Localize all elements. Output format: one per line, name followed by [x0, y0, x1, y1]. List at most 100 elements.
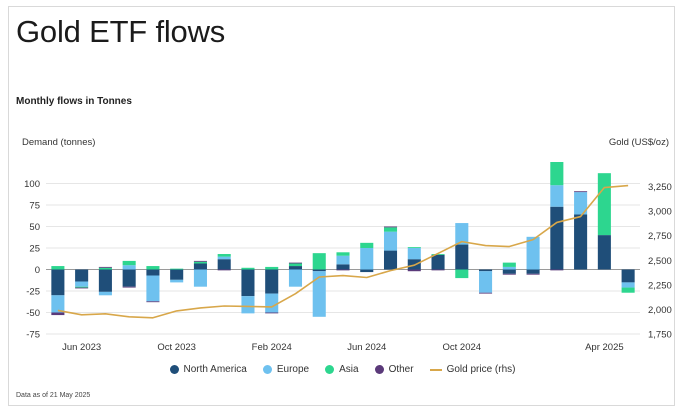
bar-other	[479, 292, 493, 294]
bar-asia	[288, 263, 303, 267]
legend-label: Other	[388, 364, 414, 375]
bar-asia	[360, 242, 374, 248]
y-tick-label: 25	[29, 244, 40, 255]
bar-asia	[597, 173, 611, 236]
bar-asia	[265, 266, 279, 270]
bar-other	[502, 273, 516, 275]
legend-dot-swatch	[325, 365, 335, 374]
bar-asia	[431, 254, 445, 255]
bar-europe	[170, 279, 184, 283]
bar-asia	[98, 267, 112, 270]
y-tick-label: 50	[29, 222, 40, 233]
bar-other	[526, 273, 540, 275]
bar-europe	[312, 271, 326, 317]
bar-north-america	[146, 269, 160, 276]
legend-item: North America	[169, 364, 247, 375]
bar-europe	[122, 265, 136, 270]
y-tick-label: -25	[26, 287, 40, 298]
footnote: Data as of 21 May 2025	[16, 392, 91, 399]
bar-other	[193, 260, 207, 262]
bar-asia	[146, 266, 160, 270]
bar-europe	[98, 291, 112, 296]
bar-asia	[502, 262, 516, 267]
chart-card	[8, 6, 675, 406]
bar-asia	[455, 269, 469, 279]
bar-asia	[550, 162, 564, 186]
bar-other	[217, 269, 231, 271]
bar-other	[265, 312, 279, 314]
y-tick-label: -50	[26, 308, 40, 319]
bar-north-america	[597, 235, 611, 270]
bar-asia	[193, 261, 207, 264]
bar-asia	[383, 227, 398, 232]
bar-europe	[455, 223, 469, 245]
x-tick-label: Feb 2024	[252, 342, 292, 353]
bar-other	[431, 269, 445, 271]
x-tick-label: Oct 2024	[443, 342, 482, 353]
bar-north-america	[288, 266, 303, 270]
y-tick-label: 100	[24, 179, 40, 190]
bar-north-america	[455, 244, 469, 270]
bar-north-america	[170, 269, 184, 280]
legend-label: Asia	[339, 364, 359, 375]
bar-other	[51, 312, 65, 316]
legend-dot-swatch	[374, 365, 384, 374]
bar-asia	[75, 286, 89, 288]
bar-other	[383, 226, 398, 228]
bar-north-america	[75, 269, 89, 282]
y2-tick-label: 1,750	[648, 330, 672, 341]
y-tick-label: -75	[26, 330, 40, 341]
bar-north-america	[241, 269, 255, 297]
bar-europe	[146, 275, 160, 302]
bar-north-america	[502, 269, 516, 274]
bar-europe	[407, 248, 421, 260]
bar-asia	[170, 268, 184, 270]
y2-tick-label: 2,500	[648, 256, 672, 267]
bar-europe	[75, 281, 89, 287]
bar-north-america	[217, 259, 231, 270]
bar-north-america	[98, 269, 112, 292]
bar-europe	[360, 248, 374, 270]
legend-item: Asia	[325, 364, 359, 375]
bar-asia	[51, 266, 65, 270]
y2-tick-label: 2,000	[648, 305, 672, 316]
gold-price-line	[57, 184, 629, 319]
bar-other	[288, 262, 303, 264]
legend-label: Europe	[276, 364, 310, 375]
legend-item: Europe	[262, 364, 310, 375]
bar-north-america	[431, 254, 445, 270]
legend-label: North America	[183, 364, 247, 375]
bar-europe	[51, 295, 65, 313]
bar-other	[122, 286, 136, 288]
bar-north-america	[574, 214, 588, 270]
bar-europe	[241, 296, 255, 314]
legend-dot-swatch	[169, 365, 179, 374]
bar-europe	[193, 269, 207, 287]
chart-legend: North America Europe Asia Other Gold price (…	[0, 364, 685, 375]
bar-asia	[407, 247, 421, 248]
bar-asia	[312, 253, 326, 270]
legend-label: Gold price (rhs)	[446, 364, 516, 375]
bar-asia	[621, 287, 635, 293]
y2-tick-label: 2,250	[648, 280, 672, 291]
page-title: Gold ETF flows	[16, 14, 226, 49]
bar-asia	[336, 252, 350, 256]
bar-north-america	[621, 269, 635, 283]
x-tick-label: Jun 2023	[62, 342, 101, 353]
bar-other	[574, 191, 588, 193]
y2-tick-label: 2,750	[648, 231, 672, 242]
bar-europe	[479, 271, 493, 293]
bar-europe	[621, 282, 635, 288]
legend-line-swatch	[429, 368, 442, 371]
bar-other	[75, 287, 89, 289]
bar-other	[336, 269, 350, 271]
bar-other	[407, 269, 421, 272]
bar-europe	[217, 256, 231, 260]
bar-europe	[574, 192, 588, 215]
x-tick-label: Jun 2024	[347, 342, 386, 353]
bar-north-america	[479, 269, 493, 272]
bar-asia	[241, 267, 255, 270]
x-tick-label: Apr 2025	[585, 342, 624, 353]
legend-item: Gold price (rhs)	[429, 364, 516, 375]
